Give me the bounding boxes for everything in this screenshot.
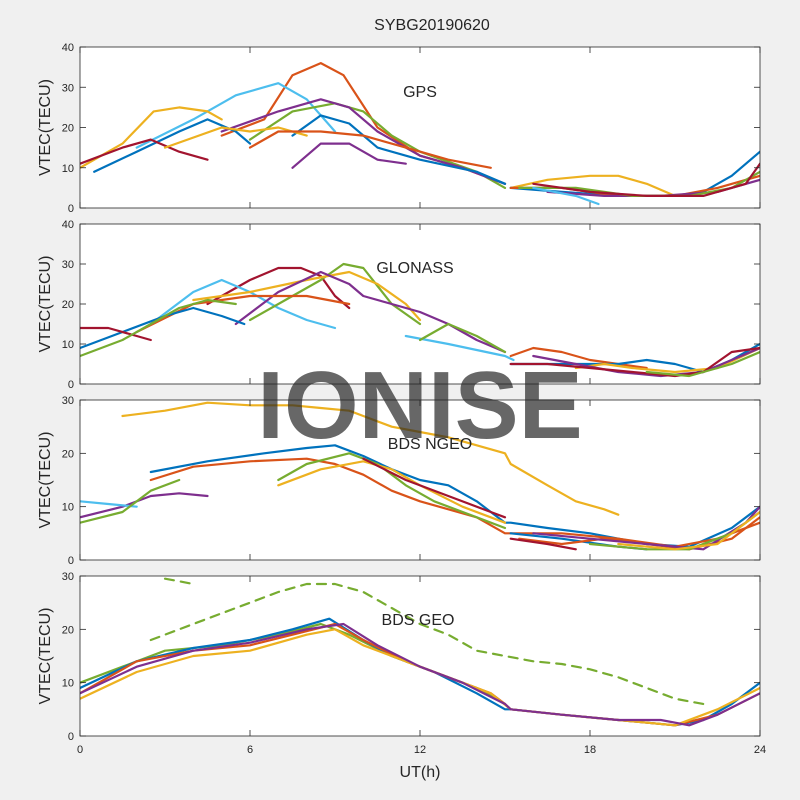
series-line-6 (80, 306, 246, 350)
chart-panel-1: 0 10 20 30 40 VTEC(TECU) GLONASS (37, 219, 761, 391)
x-tick-label: 6 (247, 744, 253, 756)
y-tick-label: 40 (62, 219, 74, 231)
series-line-6 (80, 622, 760, 727)
y-tick-label: 30 (62, 571, 74, 583)
series-group (80, 262, 760, 378)
series-line-6 (80, 500, 138, 508)
series-line-11 (509, 346, 648, 370)
panel-label: GLONASS (376, 260, 453, 277)
series-line-16 (532, 186, 600, 206)
chart-panel-3: 0 10 20 30 0 6 12 18 24 VTEC(TECU) BDS GEO (37, 571, 766, 756)
series-line-16 (645, 350, 760, 378)
series-line-8 (80, 298, 237, 358)
y-tick-label: 30 (62, 395, 74, 407)
series-line-1 (135, 82, 337, 149)
series-line-4 (277, 460, 507, 524)
y-axis-label: VTEC(TECU) (37, 256, 54, 353)
panel-label: GPS (403, 84, 437, 101)
figure-title: SYBG20190620 (374, 17, 490, 34)
series-line-4 (234, 270, 507, 354)
y-tick-label: 30 (62, 82, 74, 94)
series-line-3 (277, 452, 507, 530)
x-tick-label: 18 (584, 744, 596, 756)
series-line-7 (80, 326, 152, 342)
y-axis-label: VTEC(TECU) (37, 432, 54, 529)
panel-label: BDS NGEO (388, 436, 472, 453)
series-line-9 (163, 126, 308, 149)
series-line-15 (509, 346, 760, 378)
axes-background (80, 47, 760, 208)
y-tick-label: 10 (62, 678, 74, 690)
series-line-0 (121, 401, 620, 516)
series-line-14 (617, 510, 760, 551)
y-tick-label: 20 (62, 123, 74, 135)
series-line-4 (220, 98, 507, 185)
x-tick-label: 0 (77, 744, 83, 756)
y-tick-label: 10 (62, 502, 74, 514)
series-line-8 (362, 457, 507, 519)
series-line-8 (291, 142, 407, 169)
y-tick-label: 40 (62, 42, 74, 54)
y-tick-label: 0 (68, 379, 74, 391)
series-line-1 (163, 577, 195, 586)
series-group (80, 577, 760, 727)
series-line-13 (574, 346, 760, 374)
series-line-7 (291, 114, 507, 185)
series-line-3 (192, 270, 422, 322)
y-tick-label: 20 (62, 299, 74, 311)
series-line-5 (80, 492, 209, 519)
series-line-11 (509, 174, 677, 197)
watermark: IONISE (257, 352, 582, 459)
series-line-7 (80, 478, 181, 524)
y-tick-label: 30 (62, 259, 74, 271)
axes-background (80, 576, 760, 736)
y-tick-label: 10 (62, 339, 74, 351)
series-line-0 (206, 266, 351, 310)
x-tick-label: 12 (414, 744, 426, 756)
series-line-0 (149, 582, 705, 706)
y-axis-label: VTEC(TECU) (37, 608, 54, 705)
series-line-14 (532, 346, 760, 378)
series-line-2 (149, 457, 760, 548)
series-group (80, 401, 760, 551)
chart-panel-0: 0 10 20 30 40 VTEC(TECU) GPS (37, 42, 761, 215)
y-tick-label: 20 (62, 624, 74, 636)
series-line-10 (248, 130, 492, 169)
series-line-11 (509, 537, 577, 551)
x-tick-label: 24 (754, 744, 766, 756)
y-tick-label: 20 (62, 448, 74, 460)
y-tick-label: 0 (68, 555, 74, 567)
series-line-10 (418, 322, 507, 354)
series-line-5 (93, 118, 252, 173)
chart-panel-2: 0 10 20 30 VTEC(TECU) BDS NGEO (37, 395, 761, 567)
chart-panels: 0 10 20 30 40 VTEC(TECU) GPS 0 10 20 30 40 VTEC(TECU… (37, 42, 766, 756)
series-line-6 (80, 138, 209, 165)
series-group (80, 62, 760, 206)
y-tick-label: 0 (68, 203, 74, 215)
series-line-9 (404, 334, 515, 362)
y-tick-label: 10 (62, 163, 74, 175)
x-axis-label: UT(h) (400, 764, 441, 781)
y-axis-label: VTEC(TECU) (37, 79, 54, 176)
series-line-17 (532, 162, 760, 197)
series-line-2 (80, 106, 223, 169)
panel-label: BDS GEO (382, 612, 455, 629)
y-tick-label: 0 (68, 731, 74, 743)
